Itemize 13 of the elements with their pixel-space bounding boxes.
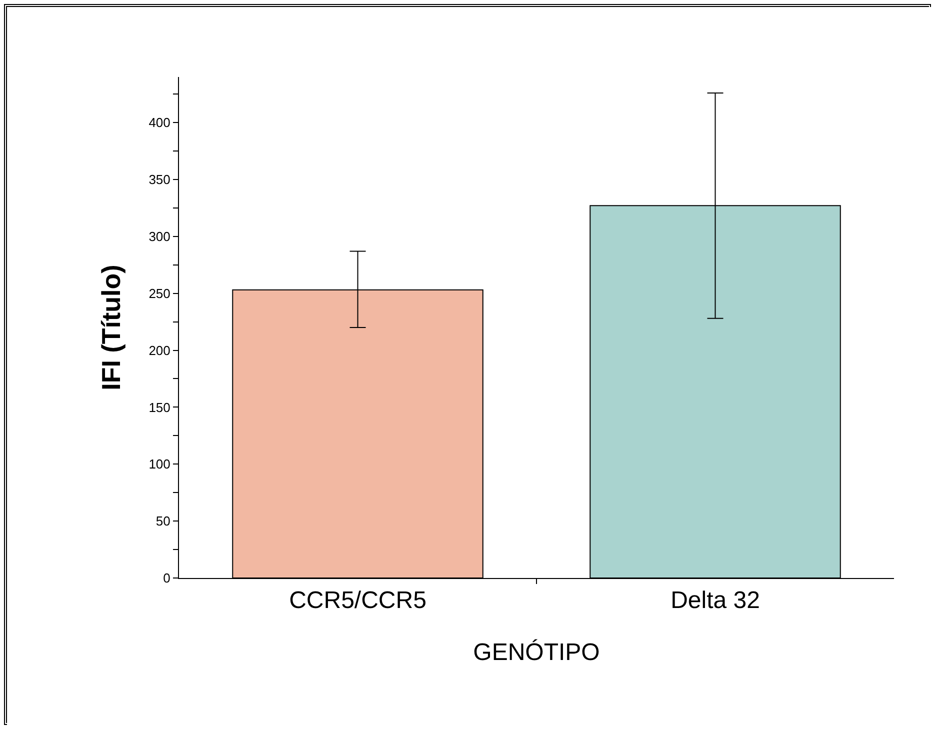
y-tick-label: 100 (148, 456, 170, 472)
y-axis-title: IFI (Título) (96, 264, 126, 390)
y-tick-label: 250 (148, 286, 170, 301)
y-tick-label: 0 (163, 570, 170, 586)
y-tick-label: 350 (148, 172, 170, 188)
y-tick-label: 300 (148, 228, 170, 244)
y-tick-label: 150 (148, 400, 170, 415)
y-tick-label: 400 (148, 115, 170, 130)
y-tick-label: 200 (148, 342, 170, 358)
x-tick-label: CCR5/CCR5 (289, 586, 426, 614)
y-tick-label: 50 (156, 514, 170, 529)
x-tick-label: Delta 32 (670, 586, 760, 614)
x-axis-title: GENÓTIPO (473, 639, 600, 666)
